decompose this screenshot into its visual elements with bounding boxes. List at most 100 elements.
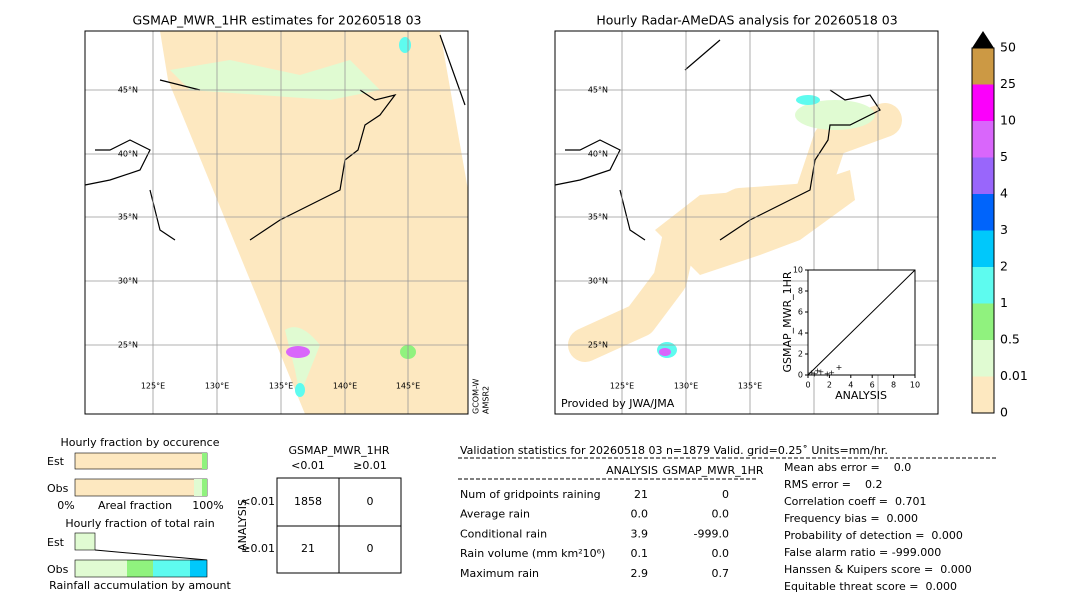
rain-area xyxy=(286,346,310,358)
score: False alarm ratio = -999.000 xyxy=(784,546,941,559)
bar xyxy=(127,560,153,577)
rain-area xyxy=(399,37,411,53)
scatter-point: + xyxy=(808,368,815,377)
lat-label: 45°N xyxy=(588,86,608,95)
y-tick-label: 2 xyxy=(798,350,803,359)
row-label: Num of gridpoints raining xyxy=(460,488,601,501)
cell: 3.9 xyxy=(631,527,649,540)
colorbar-label: 4 xyxy=(1000,186,1008,201)
cell: 1858 xyxy=(294,495,322,508)
cell: 2.9 xyxy=(631,567,649,580)
scatter-point: + xyxy=(811,369,818,378)
row-header: <0.01 xyxy=(241,495,275,508)
x-tick-label: 0 xyxy=(805,381,810,390)
lat-label: 30°N xyxy=(118,277,138,286)
inset-x-label: ANALYSIS xyxy=(835,389,887,402)
bar xyxy=(74,478,208,497)
side-label: GCOM-W xyxy=(472,378,481,414)
x-tick-label: 2 xyxy=(827,381,832,390)
x-tick-label: 4 xyxy=(848,381,853,390)
cell: 0.7 xyxy=(712,567,730,580)
scatter-point: + xyxy=(836,363,843,372)
axis-label: 0% xyxy=(57,499,74,512)
cell: 0.0 xyxy=(712,508,730,521)
row-header: ≥0.01 xyxy=(241,542,275,555)
col-header: ANALYSIS xyxy=(606,464,658,477)
cell: 21 xyxy=(634,488,648,501)
inset-y-label: GSMAP_MWR_1HR xyxy=(781,271,794,372)
row-label: Conditional rain xyxy=(460,527,547,540)
credit: Provided by JWA/JMA xyxy=(561,397,675,410)
rain-area xyxy=(659,348,671,356)
score: Mean abs error = 0.0 xyxy=(784,461,911,474)
map-frame xyxy=(554,30,939,415)
colorbar-segment xyxy=(972,121,994,158)
lat-label: 25°N xyxy=(588,341,608,350)
lon-label: 125°E xyxy=(141,382,165,391)
rain-area xyxy=(285,327,320,395)
swath xyxy=(160,31,468,414)
colorbar-segment xyxy=(972,376,994,413)
colorbar-label: 50 xyxy=(1000,40,1016,55)
lon-label: 130°E xyxy=(674,382,698,391)
colorbar-segment xyxy=(972,84,994,121)
scatter-point: + xyxy=(817,367,824,376)
lon-label: 125°E xyxy=(610,382,634,391)
row-label: Maximum rain xyxy=(460,567,539,580)
colorbar-label: 2 xyxy=(1000,259,1008,274)
bar xyxy=(75,560,127,577)
col-header: <0.01 xyxy=(291,459,325,472)
contingency-table: GSMAP_MWR_1HR <0.01 ≥0.01 1858 0 21 0 <0… xyxy=(236,444,402,574)
y-tick-label: 8 xyxy=(798,287,803,296)
lon-label: 140°E xyxy=(333,382,357,391)
analysis-coverage xyxy=(655,170,855,275)
colorbar-label: 5 xyxy=(1000,149,1008,164)
validation-header: Validation statistics for 20260518 03 n=… xyxy=(460,444,888,457)
axis-label: ANALYSIS xyxy=(236,499,249,551)
y-tick-label: 0 xyxy=(798,371,803,380)
panel-title: Hourly fraction by occurence xyxy=(61,436,220,449)
colorbar-label: 0.01 xyxy=(1000,368,1028,383)
cell: 21 xyxy=(301,542,315,555)
coastline xyxy=(554,39,881,241)
cell: 0.1 xyxy=(631,547,649,560)
score: Probability of detection = 0.000 xyxy=(784,529,963,542)
lat-label: 35°N xyxy=(588,213,608,222)
lat-label: 40°N xyxy=(588,150,608,159)
lat-label: 45°N xyxy=(118,86,138,95)
score: Frequency bias = 0.000 xyxy=(784,512,918,525)
bar xyxy=(74,452,208,470)
lon-label: 145°E xyxy=(396,382,420,391)
bar-frame xyxy=(74,559,208,578)
side-label: AMSR2 xyxy=(482,386,491,414)
colorbar-segment xyxy=(972,194,994,231)
colorbar-frame xyxy=(971,47,995,414)
lat-label: 30°N xyxy=(588,277,608,286)
axis-label: 100% xyxy=(192,499,223,512)
cell: 0 xyxy=(367,542,374,555)
lat-label: 40°N xyxy=(118,150,138,159)
left-map: 45°N 40°N 35°N 30°N 25°N 125°E 130°E 135… xyxy=(84,13,491,415)
row-label: Est xyxy=(47,536,65,549)
table-title: GSMAP_MWR_1HR xyxy=(288,444,389,457)
row-label: Rain volume (mm km²10⁶) xyxy=(460,547,605,560)
map-frame xyxy=(84,30,469,415)
panel-title: Hourly fraction of total rain xyxy=(65,517,214,530)
right-map: 45°N 40°N 35°N 30°N 25°N 125°E 130°E 135… xyxy=(554,13,939,415)
axis-label: Areal fraction xyxy=(98,499,172,512)
bar xyxy=(202,453,207,469)
colorbar-segment xyxy=(972,48,994,85)
colorbar-label: 1 xyxy=(1000,295,1008,310)
colorbar-segment xyxy=(972,230,994,267)
colorbar-segment xyxy=(972,340,994,377)
colorbar-label: 25 xyxy=(1000,76,1016,91)
bar xyxy=(74,532,96,551)
score: Correlation coeff = 0.701 xyxy=(784,495,926,508)
colorbar-label: 10 xyxy=(1000,113,1016,128)
scatter-point: + xyxy=(814,366,821,375)
lat-label: 25°N xyxy=(118,341,138,350)
cell: 0 xyxy=(367,495,374,508)
bar xyxy=(190,560,207,577)
score: Equitable threat score = 0.000 xyxy=(784,580,957,593)
grid xyxy=(85,31,468,414)
